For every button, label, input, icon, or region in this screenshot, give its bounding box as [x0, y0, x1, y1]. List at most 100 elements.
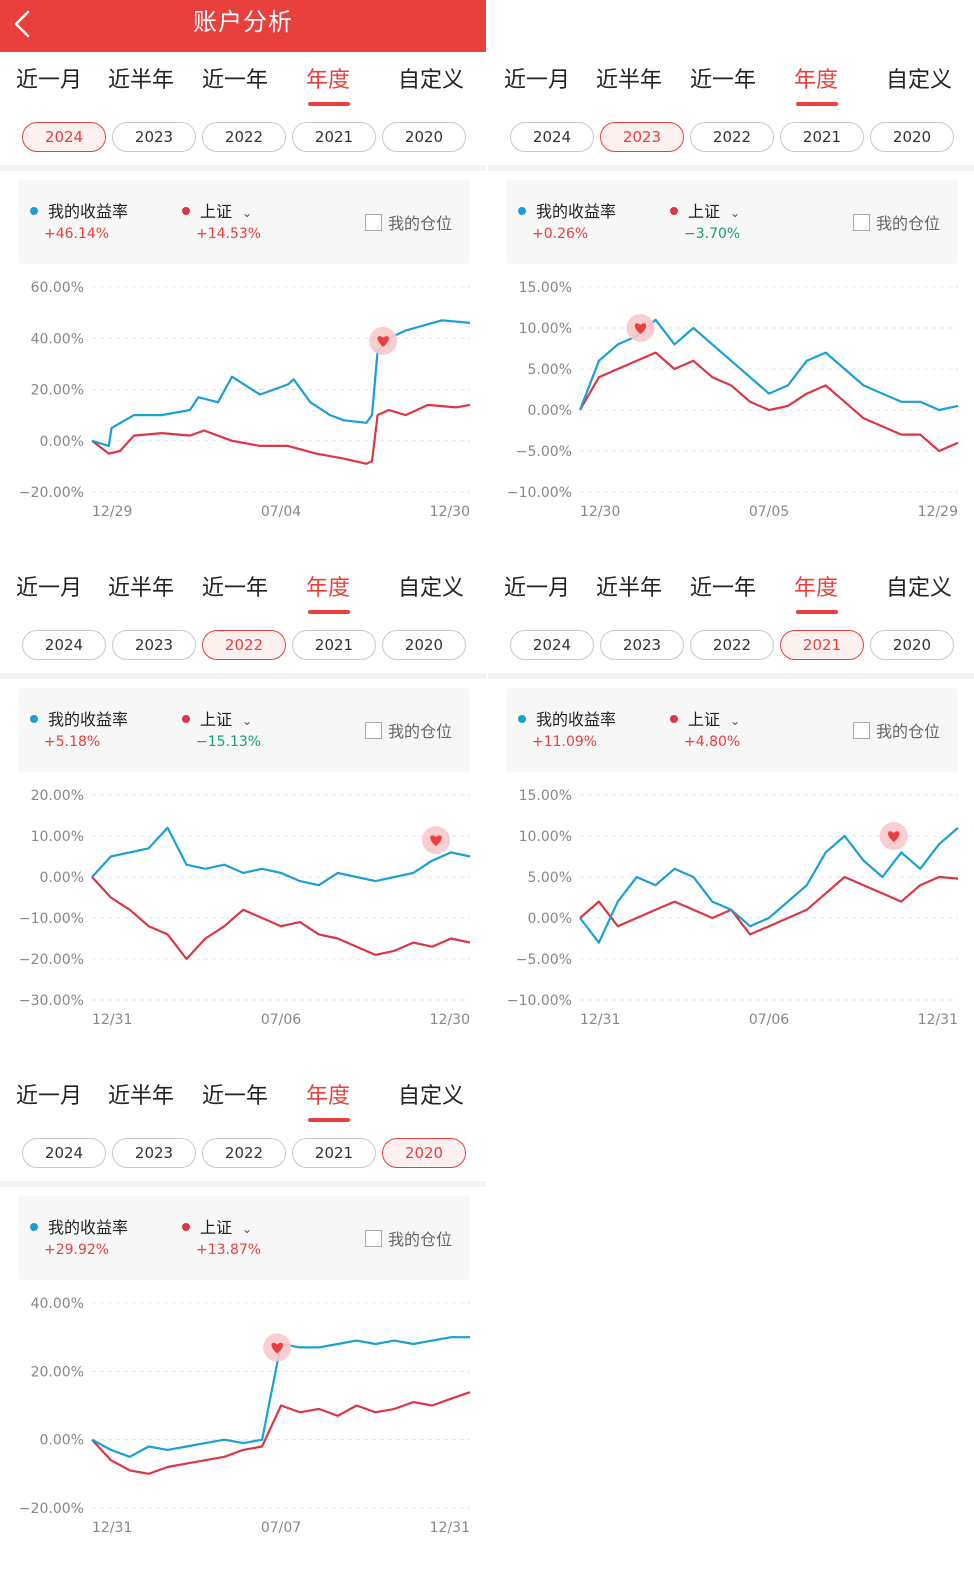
- year-pill-2021[interactable]: 2021: [292, 630, 376, 660]
- tab-1[interactable]: 近半年: [596, 68, 663, 93]
- checkbox-icon[interactable]: [852, 214, 870, 231]
- index-return-value: +13.87%: [196, 1242, 262, 1258]
- position-checkbox[interactable]: 我的仓位: [364, 718, 452, 742]
- year-pill-2023[interactable]: 2023: [600, 122, 684, 152]
- position-checkbox[interactable]: 我的仓位: [364, 210, 452, 234]
- tab-1[interactable]: 近半年: [596, 576, 663, 601]
- year-pill-2022[interactable]: 2022: [690, 630, 774, 660]
- tab-1[interactable]: 近半年: [108, 68, 175, 93]
- year-pill-2020[interactable]: 2020: [382, 630, 466, 660]
- year-pill-2022[interactable]: 2022: [202, 630, 286, 660]
- heart-icon: [377, 336, 389, 347]
- year-pill-2020[interactable]: 2020: [382, 1138, 466, 1168]
- back-button[interactable]: [8, 6, 44, 42]
- legend-box: 我的收益率 +5.18% 上证 ⌄ −15.13% 我的仓位: [18, 688, 470, 772]
- tab-3[interactable]: 年度: [794, 576, 839, 601]
- tab-1[interactable]: 近半年: [108, 1084, 175, 1109]
- index-series-dot: [182, 206, 190, 215]
- year-pill-2024[interactable]: 2024: [22, 630, 106, 660]
- year-pill-2023[interactable]: 2023: [112, 630, 196, 660]
- tab-3[interactable]: 年度: [794, 68, 839, 93]
- chevron-down-icon[interactable]: ⌄: [730, 714, 741, 728]
- active-tab-underline: [308, 102, 350, 106]
- legend-index[interactable]: 上证 ⌄: [182, 706, 252, 730]
- position-label: 我的仓位: [387, 722, 452, 741]
- tab-4[interactable]: 自定义: [398, 576, 465, 601]
- x-tick-label: 12/29: [918, 504, 958, 520]
- tab-2[interactable]: 近一年: [202, 576, 269, 601]
- tab-3[interactable]: 年度: [306, 1084, 351, 1109]
- position-checkbox[interactable]: 我的仓位: [852, 210, 940, 234]
- year-pill-2023[interactable]: 2023: [112, 1138, 196, 1168]
- year-pill-2023[interactable]: 2023: [600, 630, 684, 660]
- tab-0[interactable]: 近一月: [504, 576, 571, 601]
- chevron-down-icon[interactable]: ⌄: [242, 1222, 253, 1236]
- chevron-down-icon[interactable]: ⌄: [242, 206, 253, 220]
- tab-2[interactable]: 近一年: [202, 68, 269, 93]
- year-pill-2024[interactable]: 2024: [510, 630, 594, 660]
- tab-0[interactable]: 近一月: [504, 68, 571, 93]
- return-chart: 40.00% 20.00% 0.00% −20.00% 12/31 07/07 12/31: [19, 1296, 471, 1536]
- year-pill-2022[interactable]: 2022: [202, 1138, 286, 1168]
- tab-0[interactable]: 近一月: [16, 68, 83, 93]
- tab-4[interactable]: 自定义: [398, 68, 465, 93]
- year-pill-2021[interactable]: 2021: [292, 122, 376, 152]
- legend-box: 我的收益率 +0.26% 上证 ⌄ −3.70% 我的仓位: [506, 180, 958, 264]
- year-panel: 近一月 近半年 近一年 年度 自定义 2024 2023 2022 2021 2020 我的收益率 +…: [0, 1068, 486, 1576]
- position-checkbox[interactable]: 我的仓位: [364, 1226, 452, 1250]
- year-pill-2023[interactable]: 2023: [112, 122, 196, 152]
- section-divider: [488, 673, 974, 679]
- legend-index[interactable]: 上证 ⌄: [182, 198, 252, 222]
- legend-index[interactable]: 上证 ⌄: [670, 706, 740, 730]
- year-pill-2022[interactable]: 2022: [690, 122, 774, 152]
- tab-2[interactable]: 近一年: [690, 68, 757, 93]
- tab-3[interactable]: 年度: [306, 576, 351, 601]
- year-pill-2024[interactable]: 2024: [22, 122, 106, 152]
- checkbox-icon[interactable]: [364, 1230, 382, 1247]
- legend-index[interactable]: 上证 ⌄: [670, 198, 740, 222]
- year-pill-2020[interactable]: 2020: [870, 630, 954, 660]
- y-tick-label: 5.00%: [528, 870, 572, 886]
- position-checkbox[interactable]: 我的仓位: [852, 718, 940, 742]
- tab-4[interactable]: 自定义: [886, 576, 953, 601]
- y-tick-label: 0.00%: [40, 434, 84, 450]
- checkbox-icon[interactable]: [364, 214, 382, 231]
- tab-4[interactable]: 自定义: [398, 1084, 465, 1109]
- tab-2[interactable]: 近一年: [690, 576, 757, 601]
- tab-4[interactable]: 自定义: [886, 68, 953, 93]
- year-panel: 近一月 近半年 近一年 年度 自定义 2024 2023 2022 2021 2020 我的收益率 +…: [488, 52, 974, 560]
- year-selector: 2024 2023 2022 2021 2020: [488, 122, 974, 156]
- my-return-value: +11.09%: [532, 734, 598, 750]
- checkbox-icon[interactable]: [852, 722, 870, 739]
- year-pill-2021[interactable]: 2021: [292, 1138, 376, 1168]
- chevron-down-icon[interactable]: ⌄: [730, 206, 741, 220]
- year-pill-2024[interactable]: 2024: [510, 122, 594, 152]
- x-tick-label: 12/31: [918, 1012, 958, 1028]
- my-return-value: +0.26%: [532, 226, 589, 242]
- chevron-down-icon[interactable]: ⌄: [242, 714, 253, 728]
- year-pill-2024[interactable]: 2024: [22, 1138, 106, 1168]
- legend-my-return[interactable]: 我的收益率: [30, 706, 128, 730]
- tab-1[interactable]: 近半年: [108, 576, 175, 601]
- legend-my-return[interactable]: 我的收益率: [518, 706, 616, 730]
- legend-my-return[interactable]: 我的收益率: [30, 1214, 128, 1238]
- section-divider: [0, 165, 486, 171]
- legend-index[interactable]: 上证 ⌄: [182, 1214, 252, 1238]
- tab-3[interactable]: 年度: [306, 68, 351, 93]
- legend-my-return[interactable]: 我的收益率: [30, 198, 128, 222]
- legend-box: 我的收益率 +46.14% 上证 ⌄ +14.53% 我的仓位: [18, 180, 470, 264]
- my-return-line: [91, 319, 471, 447]
- year-pill-2020[interactable]: 2020: [382, 122, 466, 152]
- year-pill-2021[interactable]: 2021: [780, 122, 864, 152]
- legend-my-return[interactable]: 我的收益率: [518, 198, 616, 222]
- checkbox-icon[interactable]: [364, 722, 382, 739]
- year-pill-2020[interactable]: 2020: [870, 122, 954, 152]
- heart-icon: [430, 835, 442, 847]
- tab-2[interactable]: 近一年: [202, 1084, 269, 1109]
- year-pill-2022[interactable]: 2022: [202, 122, 286, 152]
- tab-0[interactable]: 近一月: [16, 1084, 83, 1109]
- y-tick-label: 5.00%: [528, 362, 572, 378]
- y-tick-label: 20.00%: [31, 788, 84, 804]
- year-pill-2021[interactable]: 2021: [780, 630, 864, 660]
- tab-0[interactable]: 近一月: [16, 576, 83, 601]
